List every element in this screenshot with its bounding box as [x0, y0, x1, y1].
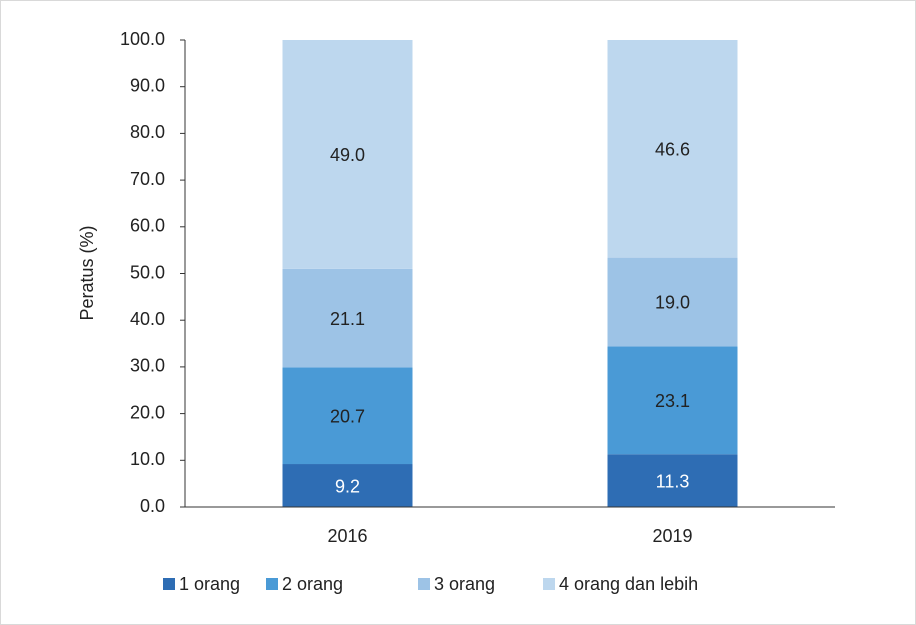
bar-segment [282, 268, 413, 368]
bar-segment [607, 40, 738, 258]
data-label: 49.0 [330, 145, 365, 165]
data-label: 9.2 [335, 476, 360, 496]
x-tick-label: 2016 [327, 526, 367, 546]
y-tick-label: 70.0 [130, 169, 165, 189]
y-tick-label: 30.0 [130, 356, 165, 376]
legend-swatch [543, 578, 555, 590]
legend-label: 2 orang [282, 574, 343, 594]
y-tick-label: 10.0 [130, 449, 165, 469]
data-label: 11.3 [656, 471, 690, 491]
data-label: 19.0 [655, 293, 690, 313]
legend-swatch [163, 578, 175, 590]
bar-segment [607, 454, 738, 507]
legend-swatch [418, 578, 430, 590]
bar-segment [607, 257, 738, 347]
bar-segment [282, 464, 413, 507]
y-tick-label: 0.0 [140, 496, 165, 516]
data-label: 20.7 [330, 406, 365, 426]
y-tick-label: 60.0 [130, 216, 165, 236]
legend-label: 3 orang [434, 574, 495, 594]
legend-label: 4 orang dan lebih [559, 574, 698, 594]
bar-segment [282, 40, 413, 269]
bar-segment [607, 346, 738, 455]
legend-label: 1 orang [179, 574, 240, 594]
bar-segment [282, 367, 413, 465]
y-tick-label: 50.0 [130, 262, 165, 282]
y-axis-title: Peratus (%) [77, 225, 97, 320]
x-tick-label: 2019 [652, 526, 692, 546]
y-tick-label: 100.0 [120, 29, 165, 49]
data-label: 23.1 [655, 391, 690, 411]
y-tick-label: 20.0 [130, 402, 165, 422]
y-tick-label: 80.0 [130, 122, 165, 142]
y-tick-label: 40.0 [130, 309, 165, 329]
data-label: 21.1 [330, 309, 365, 329]
legend-swatch [266, 578, 278, 590]
data-label: 46.6 [655, 140, 690, 160]
y-tick-label: 90.0 [130, 75, 165, 95]
